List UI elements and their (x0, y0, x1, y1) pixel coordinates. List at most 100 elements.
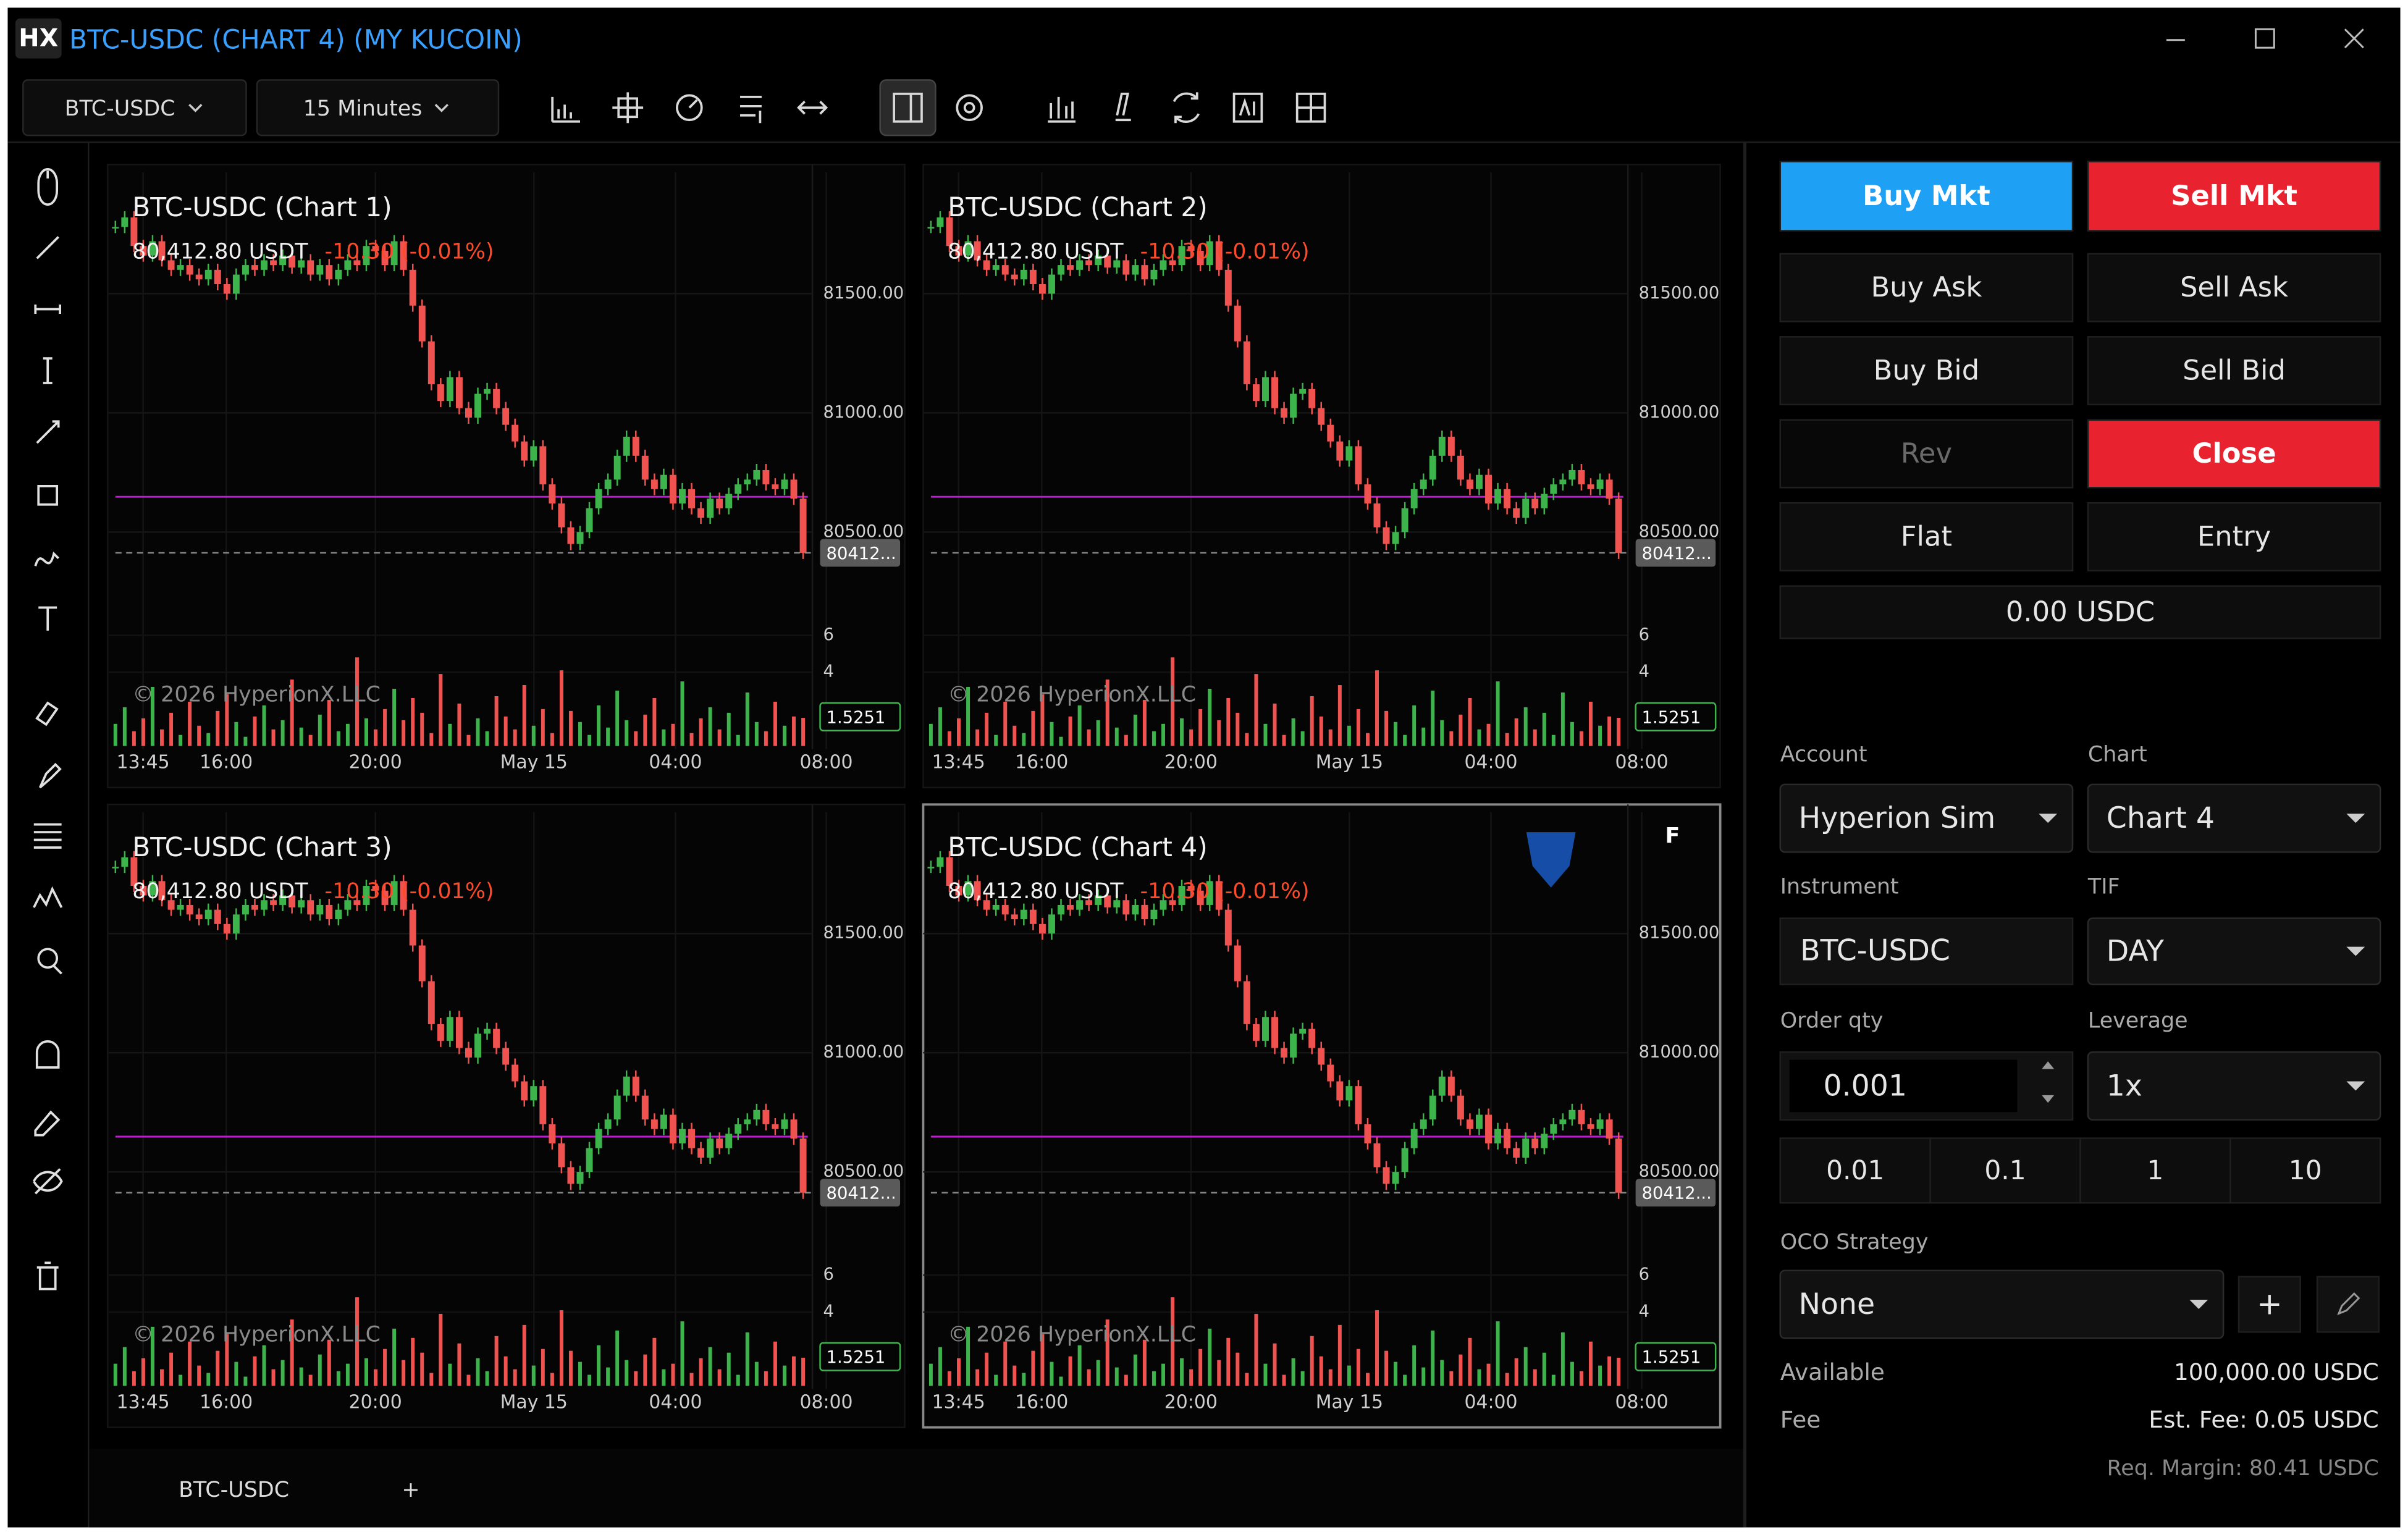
x-tick-label: May 15 (1316, 752, 1383, 773)
candle-body (1104, 895, 1111, 907)
sidebar-tool[interactable] (37, 948, 62, 975)
qty-down[interactable] (2042, 1095, 2055, 1103)
flat-button[interactable] (1779, 502, 2074, 572)
toolbar-icon[interactable] (740, 96, 762, 124)
close-window-button[interactable] (2344, 28, 2364, 49)
quick-qty-button[interactable] (1929, 1137, 2081, 1204)
chart-pane[interactable] (922, 803, 1722, 1429)
candle-body (641, 1095, 649, 1120)
sell-bid-button[interactable] (2087, 336, 2381, 406)
volume-bar (662, 1369, 666, 1386)
volume-bar (1319, 716, 1323, 746)
sidebar-tool[interactable] (43, 357, 53, 384)
sidebar-tool[interactable] (35, 701, 59, 726)
tif-select[interactable] (2087, 917, 2381, 985)
candle-body (158, 241, 166, 261)
candle-body (1048, 914, 1055, 934)
candle-body (1308, 389, 1316, 408)
quick-qty-button[interactable] (2229, 1137, 2381, 1204)
maximize-button[interactable] (2254, 28, 2275, 49)
buy-mkt-button[interactable] (1779, 161, 2074, 232)
candle-body (595, 489, 602, 508)
oco-edit-button[interactable] (2316, 1276, 2380, 1333)
candle-body (1531, 499, 1539, 508)
toolbar-icon[interactable] (893, 93, 923, 123)
sidebar-tool[interactable] (38, 606, 57, 631)
sidebar-tool[interactable] (36, 1261, 59, 1290)
toolbar-icon[interactable] (797, 101, 828, 115)
candle-body (223, 924, 230, 934)
quick-qty-button[interactable] (1779, 1137, 1931, 1204)
candle-body (1113, 900, 1121, 907)
sell-ask-button[interactable] (2087, 253, 2381, 322)
available-label: Available (1780, 1358, 1885, 1386)
sidebar-tool[interactable] (36, 420, 60, 444)
candle-body (799, 499, 807, 553)
quick-qty-button[interactable] (2079, 1137, 2231, 1204)
toolbar-icon[interactable] (1115, 93, 1131, 122)
sidebar-tool[interactable] (33, 1168, 63, 1195)
toolbar-icon[interactable] (1295, 93, 1326, 123)
chart-pane[interactable] (107, 804, 906, 1428)
close-button[interactable] (2087, 419, 2381, 489)
leverage-select[interactable] (2087, 1051, 2381, 1121)
sidebar-tool[interactable] (34, 305, 62, 314)
volume-bar (271, 729, 276, 746)
sidebar-tool[interactable] (33, 886, 63, 908)
toolbar-icon[interactable] (612, 92, 644, 124)
chart-pane[interactable] (922, 164, 1721, 789)
volume-bar (345, 723, 350, 746)
sell-mkt-button[interactable] (2087, 161, 2381, 232)
candle-body (409, 909, 416, 946)
sidebar-tool[interactable] (39, 762, 62, 789)
candle-body (697, 508, 705, 518)
qty-input[interactable] (1789, 1059, 2018, 1113)
chart-title: BTC-USDC (Chart 2) (948, 192, 1208, 222)
toolbar-icon[interactable] (1172, 92, 1200, 124)
last-price-tag (820, 1179, 901, 1207)
interval-box[interactable] (256, 79, 500, 137)
toolbar-icon[interactable] (956, 94, 983, 121)
sidebar-tool[interactable] (34, 551, 59, 566)
sidebar-tool[interactable] (37, 168, 59, 206)
candle-body (261, 900, 267, 910)
buy-ask-button[interactable] (1779, 253, 2074, 322)
volume-bar (522, 685, 526, 746)
sidebar-tool[interactable] (36, 236, 59, 259)
volume-bar (1087, 1369, 1091, 1386)
oco-add-button[interactable] (2238, 1276, 2301, 1333)
available: 100,000.00 USDC (2174, 1358, 2379, 1386)
volume-bar (1579, 731, 1583, 746)
entry-button[interactable] (2087, 502, 2381, 572)
volume-bar (299, 1367, 303, 1386)
account-select[interactable] (1779, 783, 2074, 853)
volume-bar (1114, 727, 1119, 746)
volume-bar (122, 1347, 127, 1386)
toolbar-icon[interactable] (1232, 93, 1263, 123)
toolbar-icon[interactable] (551, 96, 581, 123)
chart-select[interactable] (2087, 783, 2381, 853)
volume-bar (503, 1356, 508, 1386)
sidebar-tool[interactable] (35, 1040, 60, 1069)
symbol-box[interactable] (22, 79, 247, 137)
buy-bid-button[interactable] (1779, 336, 2074, 406)
chart-pane[interactable] (107, 164, 906, 789)
toolbar-icon[interactable] (676, 94, 703, 121)
vol-value-label: 1.5251 (827, 1348, 886, 1367)
volume-bar (634, 731, 638, 746)
toolbar-icon[interactable] (1048, 96, 1076, 123)
candle-body (1513, 508, 1520, 518)
volume-bar (364, 1358, 368, 1386)
candle-body (1327, 424, 1334, 442)
sidebar-tool[interactable] (34, 1110, 61, 1137)
candle-body (707, 1138, 714, 1158)
volume-bar (457, 1343, 461, 1386)
x-tick-label: 20:00 (349, 1391, 402, 1413)
tif-label: TIF (2087, 875, 2120, 899)
volume-bar (966, 687, 970, 746)
oco-select[interactable] (1779, 1269, 2225, 1339)
sidebar-tool[interactable] (33, 823, 62, 849)
rev-button[interactable] (1779, 419, 2074, 489)
sidebar-tool[interactable] (37, 484, 59, 506)
qty-up[interactable] (2042, 1061, 2055, 1069)
